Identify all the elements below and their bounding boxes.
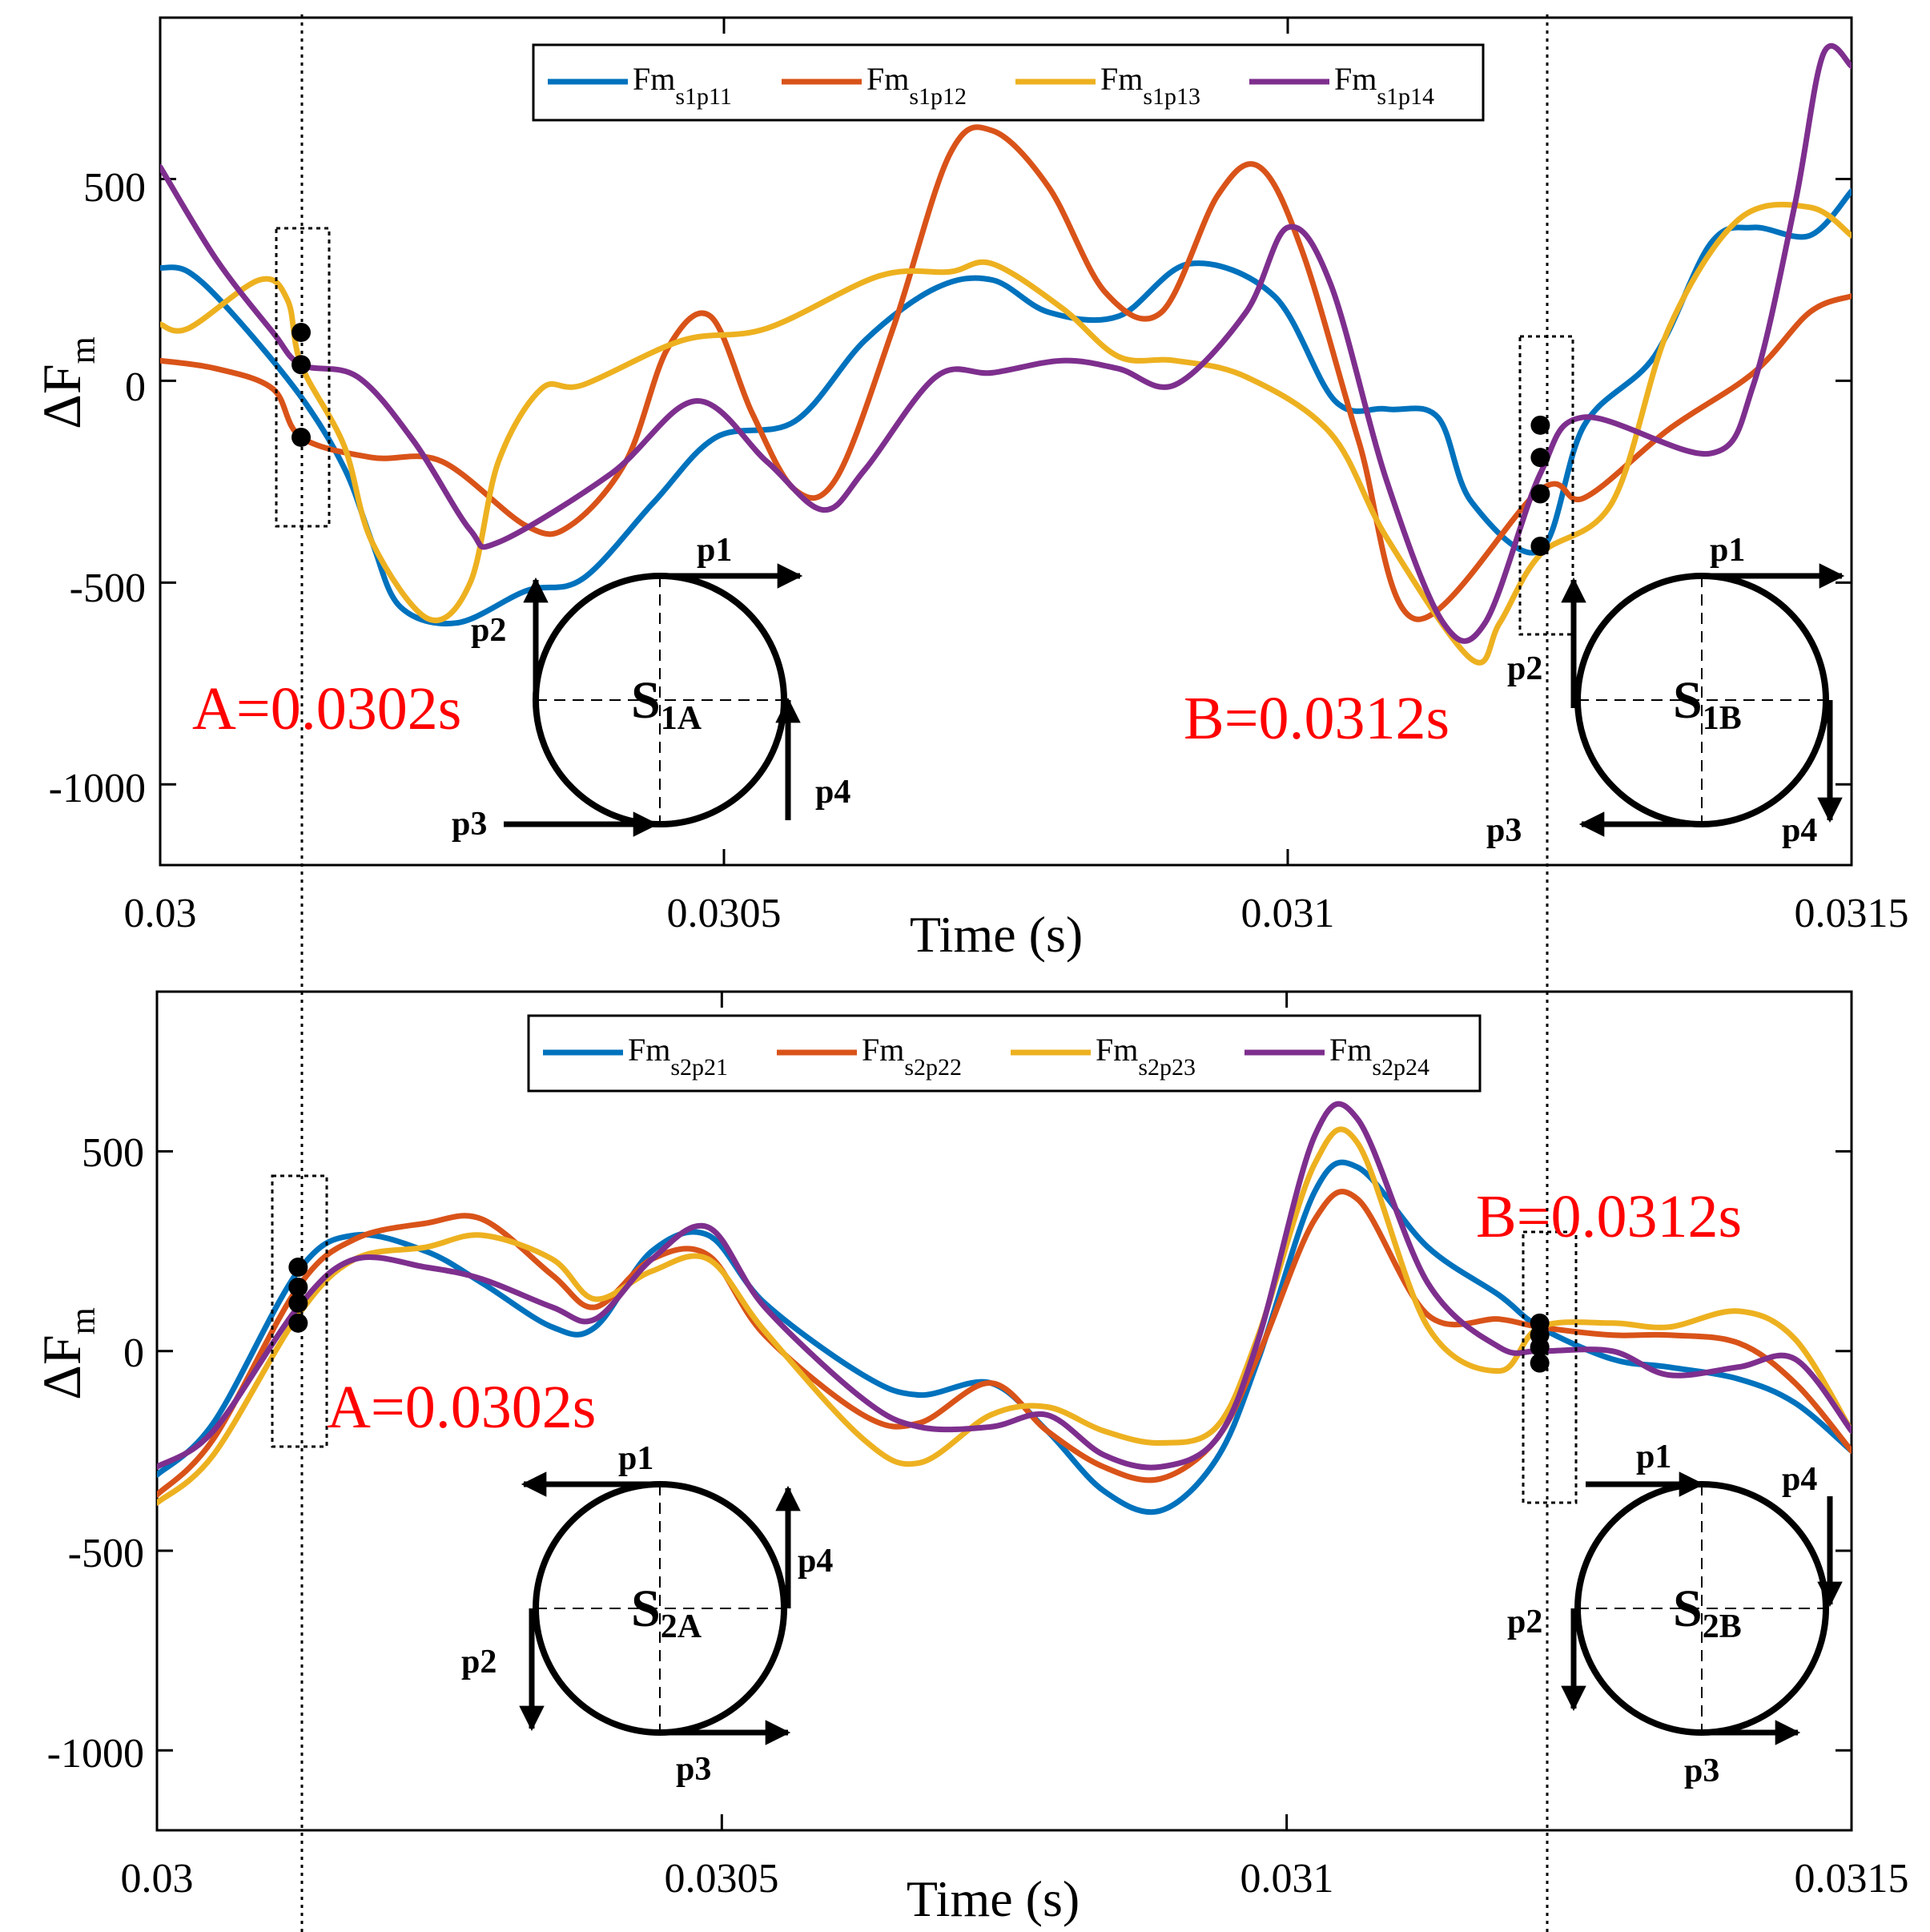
bottom-x-axis-label: Time (s) — [907, 1870, 1080, 1927]
top-ytick-label: -500 — [70, 566, 146, 611]
label-p1: p1 — [1636, 1439, 1671, 1475]
top-y-axis-label: ΔFm — [31, 336, 103, 429]
top-xtick-label: 0.03 — [124, 891, 197, 936]
label-p1: p1 — [618, 1440, 653, 1477]
top-series-line-s1p13 — [160, 201, 1852, 666]
bottom-xtick-label: 0.03 — [121, 1856, 194, 1902]
legend-entry: Fms1p13 — [1100, 61, 1200, 110]
bottom-highlight-box-a — [271, 1174, 328, 1448]
top-xtick-label: 0.0315 — [1795, 891, 1909, 936]
legend-entry: Fms1p12 — [866, 61, 967, 110]
top-ytick-label: 500 — [83, 165, 146, 211]
top-marker-point — [1530, 536, 1550, 556]
inset-s1b: p1 p2 p3 p4 S1B — [1486, 532, 1845, 849]
bottom-ytick-label: 0 — [123, 1330, 144, 1376]
bottom-marker-point — [1530, 1337, 1550, 1357]
top-x-axis-label: Time (s) — [910, 906, 1083, 963]
inset-label: S2B — [1673, 1580, 1742, 1645]
label-p4: p4 — [1782, 812, 1817, 849]
top-marker-point — [292, 322, 311, 342]
top-ytick-label: -1000 — [49, 766, 146, 811]
bottom-ytick-label: -1000 — [47, 1731, 144, 1777]
inset-s1a: p1 p2 p3 p4 S1A — [452, 532, 850, 843]
legend-entry: Fms2p23 — [1096, 1032, 1196, 1081]
label-p4: p4 — [798, 1543, 833, 1580]
top-marker-group — [292, 322, 1550, 556]
bottom-xtick-label: 0.0315 — [1795, 1856, 1909, 1902]
label-p3: p3 — [1684, 1753, 1719, 1789]
label-p3: p3 — [676, 1751, 711, 1788]
top-highlight-box-a — [275, 227, 331, 528]
label-p2: p2 — [471, 612, 506, 649]
top-marker-point — [1530, 415, 1550, 435]
bottom-annotation-b: B=0.0312s — [1476, 1183, 1742, 1250]
label-p2: p2 — [1507, 650, 1542, 687]
label-p1: p1 — [1710, 532, 1745, 569]
inset-label: S1B — [1673, 671, 1742, 737]
bottom-marker-point — [288, 1258, 308, 1278]
bottom-y-axis-label: ΔFm — [31, 1307, 103, 1400]
top-series-line-s1p14 — [160, 43, 1852, 644]
bottom-ytick-label: -500 — [68, 1531, 144, 1576]
label-p2: p2 — [461, 1644, 497, 1680]
top-xtick-label: 0.0305 — [667, 891, 782, 936]
legend-entry: Fms1p14 — [1334, 61, 1434, 110]
bottom-xtick-label: 0.0305 — [665, 1856, 779, 1902]
legend-entry: Fms2p24 — [1329, 1032, 1429, 1081]
bottom-panel: 500 0 -500 -1000 0.03 0.0305 0.031 0.031… — [31, 990, 1909, 1927]
top-marker-point — [292, 427, 311, 447]
label-p2: p2 — [1507, 1604, 1542, 1640]
label-p3: p3 — [1486, 812, 1522, 849]
top-annotation-b: B=0.0312s — [1184, 685, 1450, 752]
inset-label: S1A — [631, 671, 702, 737]
bottom-annotation-a: A=0.0302s — [327, 1374, 596, 1441]
label-p1: p1 — [697, 532, 732, 569]
label-p3: p3 — [452, 806, 487, 843]
top-marker-point — [1530, 448, 1550, 468]
bottom-ytick-label: 500 — [82, 1130, 144, 1176]
top-panel: 500 0 -500 -1000 0.03 0.0305 0.031 0.031… — [31, 16, 1909, 963]
top-marker-point — [1530, 484, 1550, 504]
top-annotation-a: A=0.0302s — [192, 675, 461, 743]
inset-label: S2A — [631, 1580, 702, 1645]
bottom-marker-point — [1530, 1353, 1550, 1373]
inset-s2a: p1 p2 p3 p4 S2A — [461, 1440, 833, 1788]
bottom-highlight-box-b — [1522, 1230, 1578, 1504]
legend-entry: Fms1p11 — [633, 61, 732, 110]
top-legend: Fms1p11 Fms1p12 Fms1p13 Fms1p14 — [532, 43, 1485, 122]
label-p4: p4 — [1782, 1461, 1817, 1498]
bottom-xtick-label: 0.031 — [1240, 1856, 1334, 1902]
bottom-legend: Fms2p21 Fms2p22 Fms2p23 Fms2p24 — [527, 1014, 1482, 1093]
inset-s2b: p1 p2 p3 p4 S2B — [1507, 1439, 1843, 1789]
top-ytick-label: 0 — [125, 364, 146, 410]
top-series-group — [160, 43, 1852, 666]
top-axes-box — [159, 16, 1853, 867]
bottom-tick-marks — [155, 992, 1853, 1830]
bottom-marker-point — [288, 1313, 308, 1333]
legend-entry: Fms2p22 — [862, 1032, 962, 1081]
label-p4: p4 — [815, 774, 850, 811]
top-marker-point — [292, 355, 311, 375]
bottom-marker-point — [288, 1293, 308, 1313]
legend-entry: Fms2p21 — [628, 1032, 728, 1081]
top-xtick-label: 0.031 — [1241, 891, 1335, 936]
